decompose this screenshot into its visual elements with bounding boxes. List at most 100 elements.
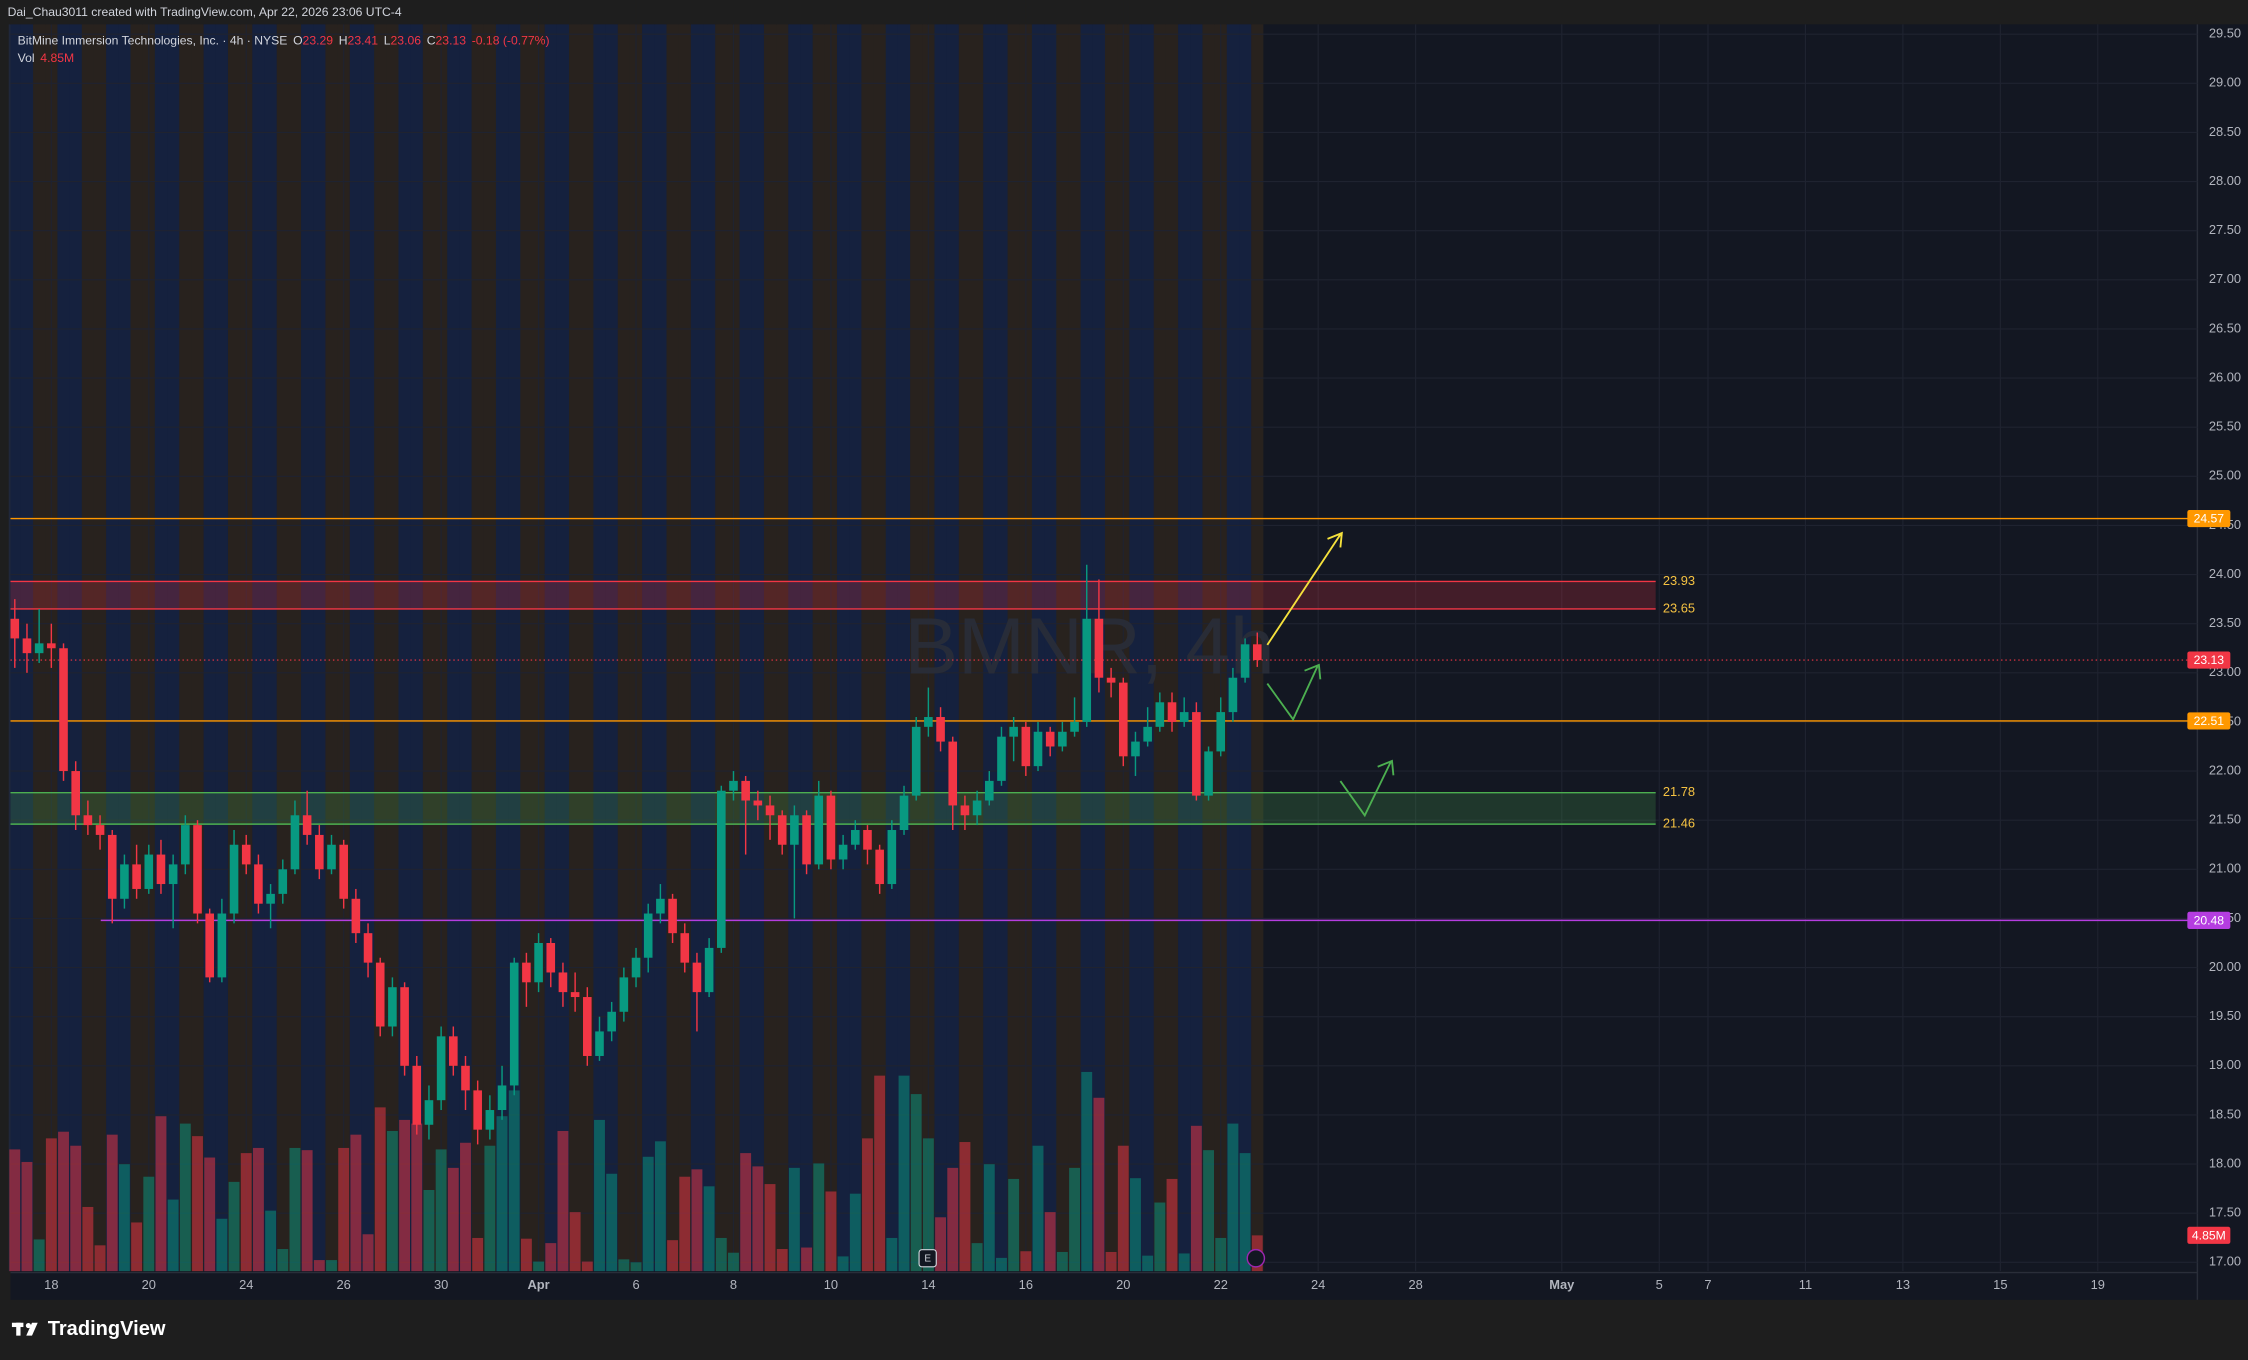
volume-bar	[545, 1243, 557, 1272]
arrow-up-yellow	[1266, 531, 1343, 646]
session-band	[1129, 24, 1142, 1272]
volume-bar	[192, 1136, 203, 1272]
y-tick-label: 17.00	[2209, 1254, 2241, 1269]
candle-body	[717, 790, 726, 948]
zone-label: 23.65	[1663, 600, 1695, 615]
x-tick-label: 22	[1214, 1277, 1228, 1292]
candle-body	[631, 957, 641, 978]
candle-body	[473, 1090, 482, 1130]
price-tag-label: 20.48	[2194, 913, 2225, 927]
c-value: 23.13	[436, 34, 467, 48]
volume-bar	[94, 1245, 106, 1272]
volume-bar	[776, 1249, 788, 1272]
instrument: BitMine Immersion Technologies, Inc. · 4…	[18, 34, 288, 48]
candle-body	[583, 997, 592, 1056]
session-band	[897, 24, 911, 1272]
volume-bar	[362, 1234, 374, 1272]
candle-body	[656, 898, 665, 914]
legend-ohlc: BitMine Immersion Technologies, Inc. · 4…	[18, 34, 550, 48]
session-band	[544, 24, 557, 1272]
session-band	[349, 24, 362, 1272]
session-band	[958, 24, 972, 1272]
earnings-marker[interactable]	[918, 1249, 937, 1268]
session-band	[447, 24, 460, 1272]
candle-body	[887, 830, 897, 885]
session-band	[398, 24, 411, 1272]
y-tick-label: 29.00	[2209, 75, 2241, 90]
session-band	[1141, 24, 1154, 1272]
candle-body	[229, 844, 239, 914]
volume-bar	[326, 1260, 337, 1272]
candle-body	[960, 805, 970, 816]
volume-bar	[825, 1191, 837, 1272]
candle-body	[449, 1036, 458, 1066]
logo-part	[25, 1323, 31, 1329]
candle-body	[522, 962, 531, 983]
session-band	[885, 24, 898, 1272]
volume-bar	[399, 1119, 411, 1272]
candle-body	[424, 1100, 434, 1125]
price-tag-label: 24.57	[2194, 511, 2225, 525]
zone-label: 21.46	[1663, 816, 1695, 831]
volume-bar	[837, 1256, 849, 1272]
candle-body	[193, 825, 202, 914]
y-tick-label: 19.00	[2209, 1057, 2241, 1072]
session-band	[191, 24, 204, 1272]
price-tag	[2187, 712, 2231, 730]
candle-body	[1167, 702, 1177, 722]
volume-bar	[983, 1164, 995, 1272]
dividend-marker[interactable]	[1246, 1248, 1266, 1268]
volume-bar	[959, 1142, 971, 1272]
session-band	[678, 24, 691, 1272]
volume-bar	[910, 1094, 922, 1272]
candle-body	[1143, 726, 1152, 742]
candle-body	[34, 643, 44, 654]
y-tick-label: 21.00	[2209, 861, 2241, 876]
candle-body	[278, 869, 288, 894]
candle-body	[339, 844, 348, 899]
session-band	[1068, 24, 1081, 1272]
volume-bar	[289, 1147, 301, 1272]
session-band	[715, 24, 728, 1272]
volume-bar	[143, 1176, 155, 1272]
candle-body	[1070, 721, 1079, 732]
price-tag	[2187, 911, 2231, 929]
candle-body	[534, 942, 543, 983]
volume-bar	[1020, 1251, 1032, 1272]
price-tag-label: 22.51	[2194, 714, 2225, 728]
candle-body	[850, 830, 860, 845]
volume-bar	[667, 1240, 679, 1272]
session-band	[739, 24, 752, 1272]
volume-bar	[557, 1130, 569, 1272]
volume-bar	[204, 1157, 216, 1272]
zone	[10, 581, 1656, 609]
volume-bar	[935, 1217, 947, 1272]
volume-bar	[1081, 1071, 1093, 1272]
volume-bar	[265, 1210, 277, 1272]
candle-body	[22, 638, 32, 654]
volume-bar	[1044, 1212, 1056, 1272]
volume-bar	[118, 1164, 130, 1272]
session-band	[1007, 24, 1020, 1272]
candle-body	[619, 977, 629, 1012]
volume-bar	[1117, 1145, 1129, 1272]
session-band	[264, 24, 277, 1272]
session-band	[495, 24, 509, 1272]
plot-area	[10, 24, 2198, 1300]
x-tick-label: 20	[142, 1277, 156, 1292]
candle-body	[254, 864, 263, 904]
zone-label: 23.93	[1663, 573, 1695, 588]
candle-body	[607, 1011, 616, 1032]
volume-pane	[9, 1071, 1263, 1272]
session-band	[605, 24, 618, 1272]
volume-bar	[313, 1260, 325, 1272]
volume-bar	[752, 1166, 764, 1272]
candle-body	[290, 815, 300, 870]
change: -0.18 (-0.77%)	[472, 34, 550, 48]
volume-bar	[374, 1107, 386, 1272]
session-band	[812, 24, 825, 1272]
candle-body	[107, 834, 117, 899]
session-band	[130, 24, 143, 1272]
volume-bar	[1069, 1167, 1081, 1272]
levels	[10, 517, 2198, 922]
